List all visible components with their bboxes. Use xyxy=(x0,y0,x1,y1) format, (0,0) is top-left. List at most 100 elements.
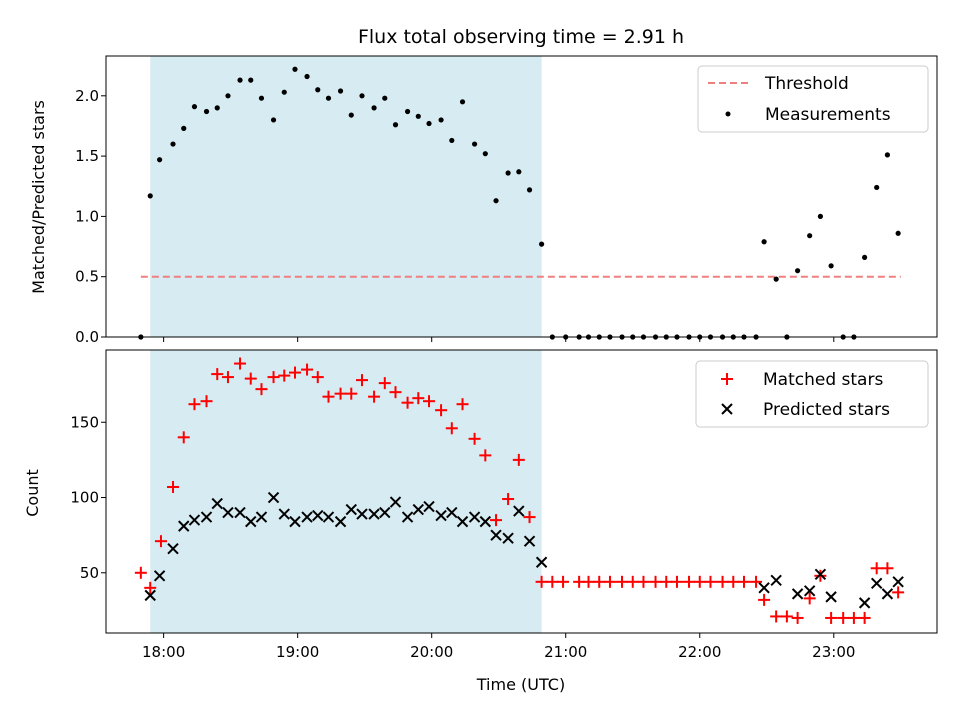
matched-star-point xyxy=(345,387,358,400)
predicted-star-point xyxy=(456,515,469,528)
y-tick-label: 50 xyxy=(80,564,99,582)
predicted-star-point xyxy=(278,508,290,520)
measurement-point xyxy=(828,263,834,269)
matched-star-point xyxy=(847,611,860,624)
matched-star-point xyxy=(221,371,234,384)
matched-star-point xyxy=(278,369,291,382)
matched-star-point xyxy=(693,575,706,588)
predicted-star-point xyxy=(289,515,301,528)
measurement-point xyxy=(281,89,287,95)
predicted-star-point xyxy=(479,515,492,528)
matched-star-point xyxy=(727,575,740,588)
matched-star-point xyxy=(649,575,662,588)
matched-star-point xyxy=(445,422,458,435)
x-tick-label: 18:00 xyxy=(142,643,185,661)
matched-star-point xyxy=(167,480,180,493)
predicted-star-point xyxy=(222,506,234,519)
predicted-star-point xyxy=(178,520,190,532)
matched-star-point xyxy=(593,575,606,588)
matched-star-point xyxy=(603,575,616,588)
predicted-star-point xyxy=(245,515,257,528)
matched-star-point xyxy=(255,383,268,396)
predicted-star-point xyxy=(167,542,179,555)
matched-star-point xyxy=(892,586,905,599)
matched-star-point xyxy=(616,575,629,588)
measurement-point xyxy=(493,198,499,204)
matched-star-point xyxy=(704,575,717,588)
predicted-star-point xyxy=(144,589,156,602)
legend-matched-label: Matched stars xyxy=(763,370,883,390)
measurement-point xyxy=(438,117,444,123)
matched-star-point xyxy=(523,511,536,524)
predicted-star-point xyxy=(345,503,357,516)
predicted-star-point xyxy=(791,588,804,600)
chart-title: Flux total observing time = 2.91 h xyxy=(358,26,684,48)
matched-star-point xyxy=(557,575,570,588)
measurement-point xyxy=(516,169,522,175)
predicted-star-point xyxy=(401,511,414,523)
measurement-point xyxy=(449,137,455,144)
matched-star-point xyxy=(546,575,559,588)
matched-star-point xyxy=(791,611,804,624)
measurement-point xyxy=(359,93,365,99)
matched-star-point xyxy=(412,392,425,405)
y-tick-label: 1.0 xyxy=(75,207,99,225)
matched-star-point xyxy=(490,514,503,527)
matched-star-point xyxy=(456,398,469,411)
top-y-axis-label: Matched/Predicted stars xyxy=(29,100,48,294)
measurement-point xyxy=(203,108,210,115)
predicted-star-point xyxy=(356,508,368,520)
measurement-point xyxy=(147,193,153,199)
matched-star-point xyxy=(423,395,436,408)
predicted-star-point xyxy=(234,506,246,519)
matched-star-point xyxy=(512,453,525,466)
matched-star-point xyxy=(683,575,696,588)
x-tick-label: 19:00 xyxy=(276,643,319,661)
predicted-star-point xyxy=(892,576,904,588)
measurement-point xyxy=(258,95,265,101)
top-plot-frame xyxy=(105,55,938,338)
y-tick-label: 0.0 xyxy=(75,328,99,346)
measurement-point xyxy=(482,151,488,157)
measurement-point xyxy=(862,254,868,261)
matched-star-point xyxy=(200,395,213,408)
matched-star-point xyxy=(356,374,369,387)
measurement-point xyxy=(895,230,901,236)
matched-star-point xyxy=(188,398,201,411)
matched-star-point xyxy=(758,593,771,606)
matched-star-point xyxy=(502,493,515,506)
matched-star-point xyxy=(750,575,763,588)
bottom-x-axis: 18:00 19:00 20:00 21:00 22:00 23:00 xyxy=(142,633,855,661)
predicted-star-point xyxy=(368,508,380,520)
predicted-star-point xyxy=(446,506,458,519)
measurement-point xyxy=(270,117,277,123)
measurement-point xyxy=(539,241,545,247)
measurement-point xyxy=(404,108,411,115)
predicted-star-point xyxy=(881,588,894,600)
predicted-star-point xyxy=(301,511,313,523)
predicted-star-point xyxy=(758,582,770,594)
legend-predicted-swatch xyxy=(721,403,733,415)
matched-star-point xyxy=(770,610,783,623)
measurement-point xyxy=(337,88,344,94)
matched-star-point xyxy=(535,575,548,588)
predicted-star-point xyxy=(825,591,837,603)
y-tick-label: 1.5 xyxy=(75,147,99,165)
bottom-legend: Matched stars Predicted stars xyxy=(695,360,929,428)
measurement-point xyxy=(248,77,254,83)
matched-star-point xyxy=(144,581,157,594)
predicted-star-point xyxy=(523,535,536,547)
predicted-star-point xyxy=(200,511,213,523)
measurement-point xyxy=(371,105,377,111)
matched-star-point xyxy=(626,575,639,588)
measurement-point xyxy=(191,104,198,110)
predicted-star-point xyxy=(423,500,435,513)
matched-star-point xyxy=(881,562,894,575)
legend-measurements-swatch xyxy=(725,111,731,117)
matched-star-point xyxy=(716,575,729,588)
predicted-star-point xyxy=(153,570,166,582)
x-axis-label: Time (UTC) xyxy=(476,675,565,694)
predicted-star-point xyxy=(389,496,402,508)
